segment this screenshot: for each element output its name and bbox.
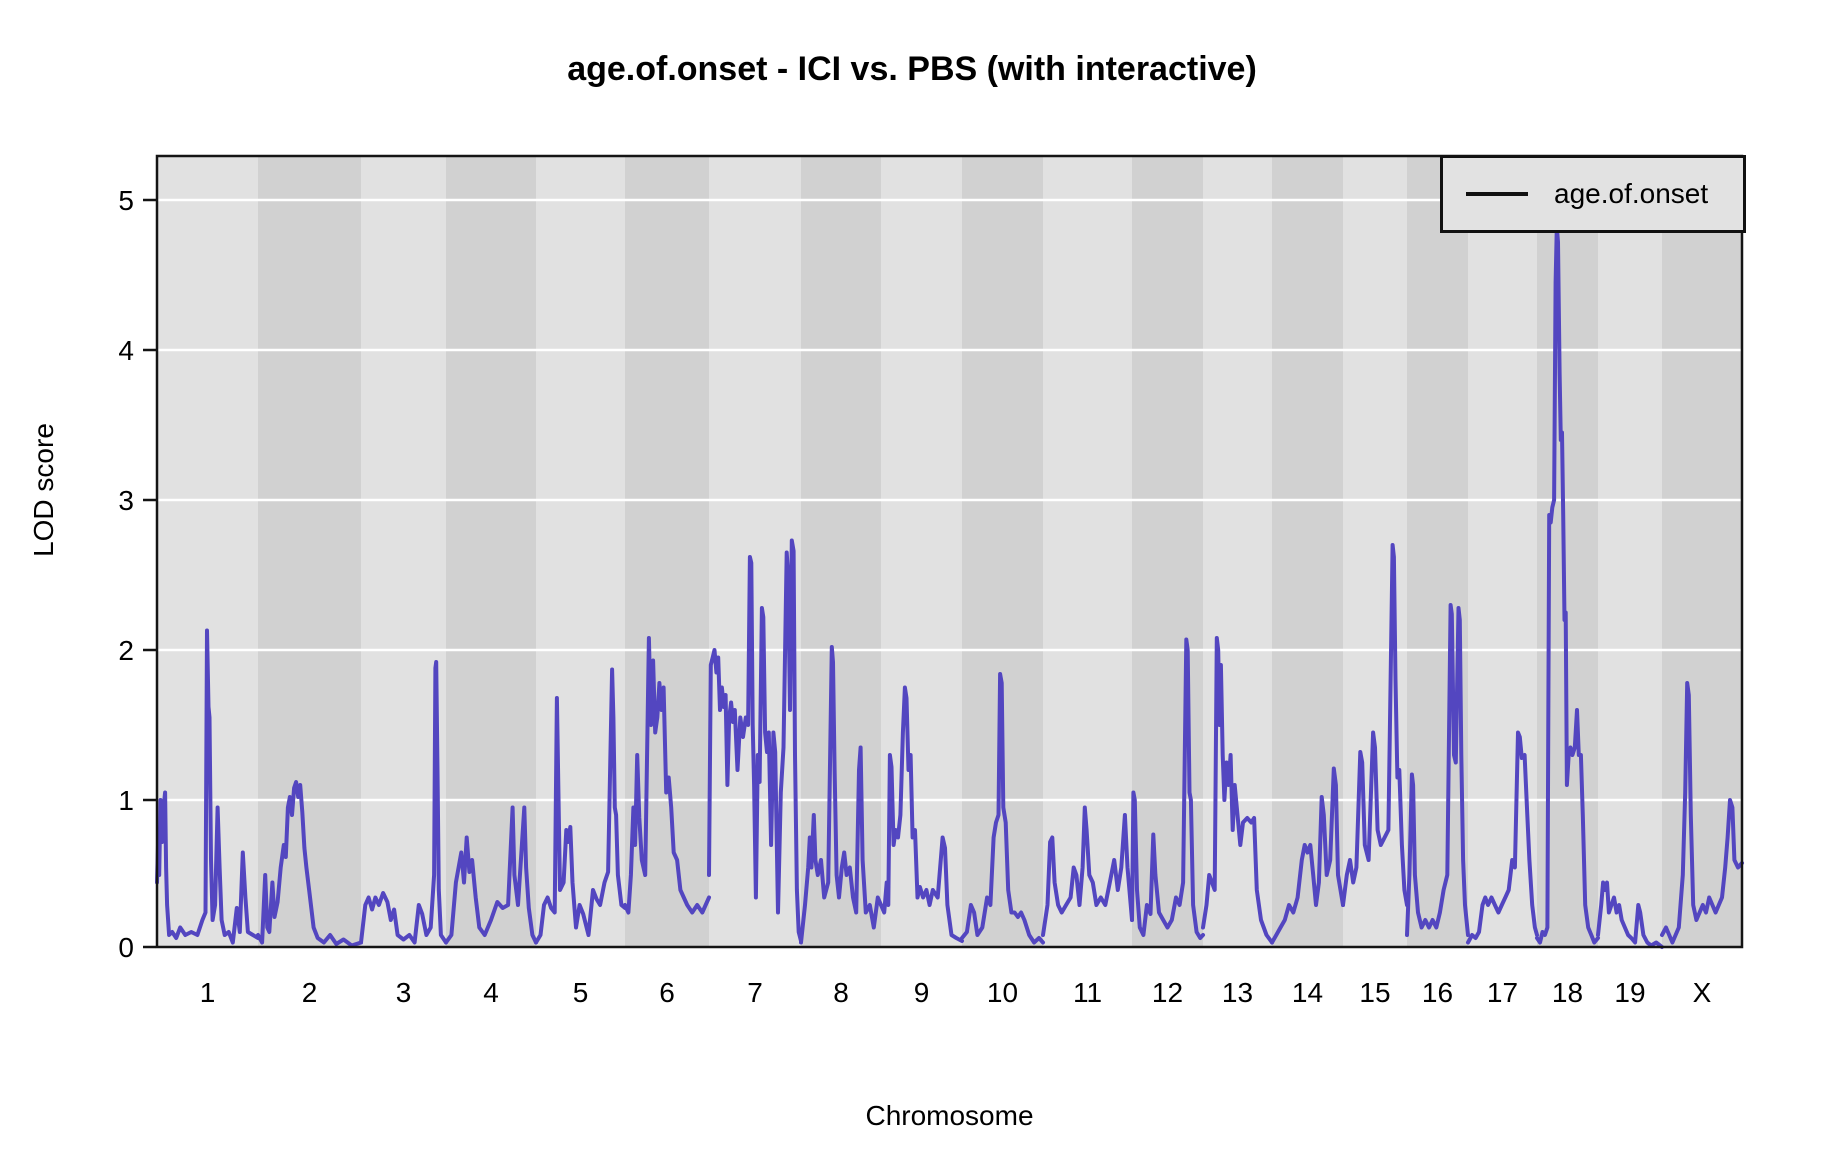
x-tick-label-19: 19 (1614, 977, 1645, 1008)
legend-line-sample-icon (1466, 192, 1528, 196)
lod-curve-chr-3 (359, 660, 448, 945)
band-chr-15 (1343, 156, 1407, 947)
band-chr-10 (962, 156, 1043, 947)
legend: age.of.onset (1440, 155, 1746, 233)
x-tick-label-8: 8 (833, 977, 849, 1008)
x-axis-title: Chromosome (865, 1100, 1034, 1131)
band-chr-3 (361, 156, 446, 947)
lod-curve-chr-9 (879, 685, 964, 943)
band-chr-16 (1407, 156, 1468, 947)
lod-curve-chr-18 (1535, 225, 1600, 945)
lod-curve-chr-12 (1130, 637, 1205, 940)
lod-curve-chr-8 (799, 645, 883, 945)
x-tick-label-9: 9 (914, 977, 930, 1008)
band-chr-6 (625, 156, 709, 947)
x-tick-label-14: 14 (1292, 977, 1323, 1008)
y-tick-label-4: 4 (118, 335, 134, 366)
lod-curve-chr-2 (256, 780, 363, 948)
x-tick-label-16: 16 (1422, 977, 1453, 1008)
y-tick-label-0: 0 (118, 932, 134, 963)
x-tick-label-2: 2 (302, 977, 318, 1008)
lod-curve-chr-X (1660, 681, 1744, 945)
x-tick-label-X: X (1693, 977, 1712, 1008)
y-tick-label-5: 5 (118, 185, 134, 216)
lod-curve-chr-15 (1341, 543, 1409, 907)
x-tick-label-6: 6 (659, 977, 675, 1008)
lod-curve-chr-11 (1041, 805, 1134, 937)
lod-curve-chr-14 (1270, 766, 1345, 945)
lod-curve-chr-13 (1201, 636, 1274, 945)
lod-curve-chr-16 (1405, 603, 1470, 937)
x-tick-label-3: 3 (396, 977, 412, 1008)
x-tick-label-15: 15 (1359, 977, 1390, 1008)
y-tick-label-2: 2 (118, 635, 134, 666)
legend-label: age.of.onset (1554, 178, 1709, 209)
lod-curve-chr-19 (1596, 880, 1664, 949)
band-chr-4 (446, 156, 536, 947)
band-chr-5 (536, 156, 625, 947)
x-tick-label-1: 1 (200, 977, 216, 1008)
lod-curve-chr-5 (534, 667, 627, 945)
lod-curve-chr-1 (155, 628, 260, 945)
band-chr-19 (1598, 156, 1662, 947)
x-tick-label-17: 17 (1487, 977, 1518, 1008)
x-tick-label-4: 4 (483, 977, 499, 1008)
x-tick-label-18: 18 (1552, 977, 1583, 1008)
band-chr-11 (1043, 156, 1132, 947)
x-tick-label-7: 7 (747, 977, 763, 1008)
x-tick-label-12: 12 (1152, 977, 1183, 1008)
lod-curve-chr-4 (444, 805, 538, 945)
lod-curve-chr-10 (960, 672, 1045, 945)
x-tick-label-13: 13 (1222, 977, 1253, 1008)
band-chr-2 (258, 156, 361, 947)
y-tick-label-1: 1 (118, 785, 134, 816)
lod-curve-chr-17 (1466, 730, 1539, 945)
x-tick-label-5: 5 (573, 977, 589, 1008)
plot-border (155, 154, 1744, 949)
x-tick-label-11: 11 (1073, 977, 1102, 1008)
lod-curve-chr-6 (623, 636, 711, 915)
lod-curve-chr-7 (707, 538, 803, 943)
y-tick-label-3: 3 (118, 485, 134, 516)
chart-title: age.of.onset - ICI vs. PBS (with interac… (567, 50, 1257, 88)
x-tick-label-10: 10 (987, 977, 1018, 1008)
